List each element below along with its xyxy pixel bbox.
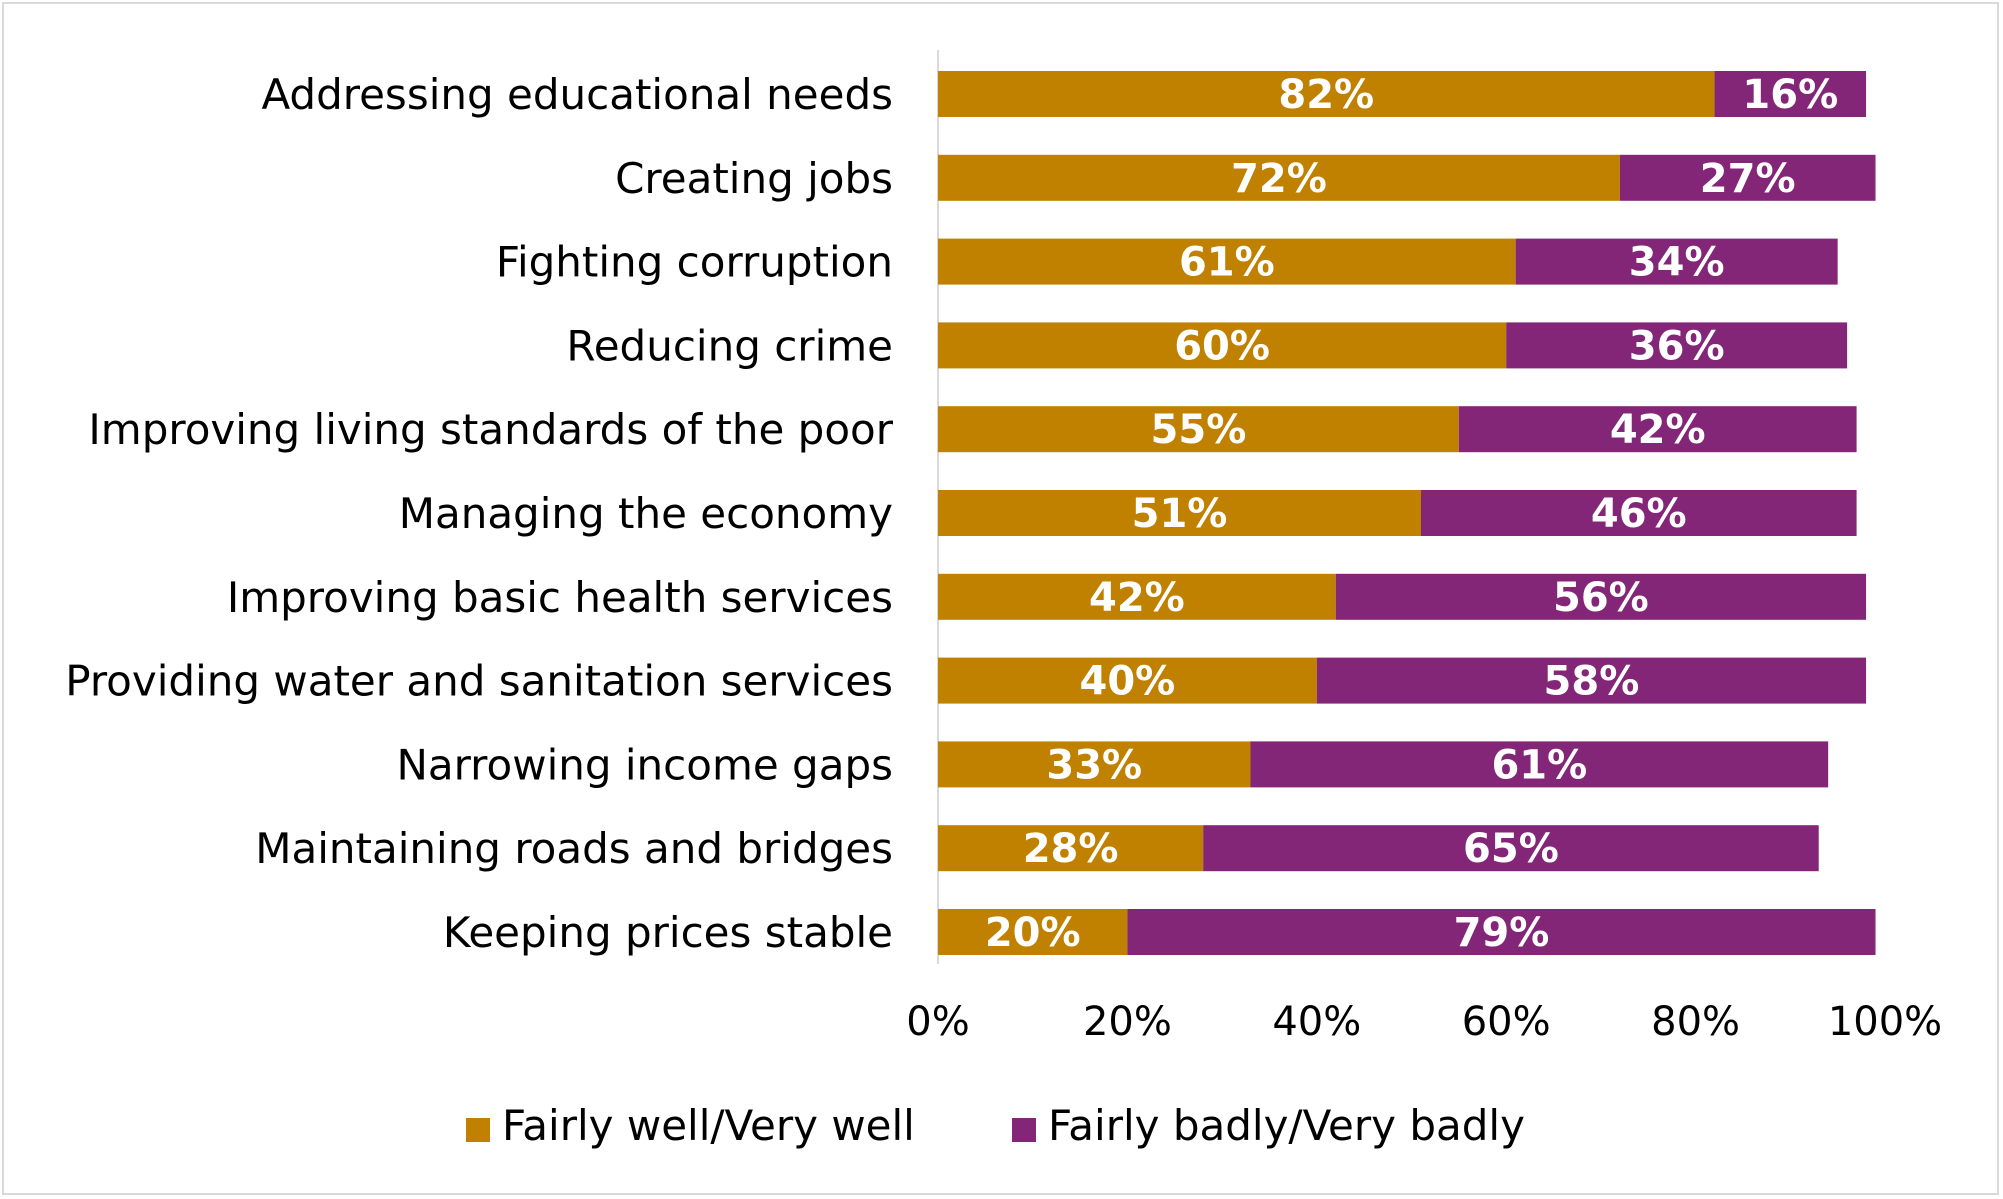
bar-segment-well xyxy=(938,71,1715,117)
bar-segment-badly xyxy=(1714,71,1867,117)
category-label: Managing the economy xyxy=(399,489,893,538)
bar-segment-badly xyxy=(1203,825,1819,872)
data-label: 34% xyxy=(1629,240,1725,286)
category-label: Addressing educational needs xyxy=(261,70,893,119)
bar-segment-badly xyxy=(1335,573,1867,620)
bar-segment-badly xyxy=(1506,322,1848,369)
bar-segment-badly xyxy=(1127,909,1876,955)
data-label: 72% xyxy=(1231,156,1327,202)
bar-segment-well xyxy=(938,573,1336,620)
data-label: 40% xyxy=(1080,659,1176,705)
data-label: 58% xyxy=(1544,659,1640,705)
bar-segment-well xyxy=(938,490,1421,536)
data-label: 42% xyxy=(1089,575,1185,621)
bar-segment-badly xyxy=(1515,238,1838,285)
bar-segment-badly xyxy=(1458,406,1857,453)
data-label: 65% xyxy=(1463,826,1559,872)
x-tick-label: 80% xyxy=(1651,999,1740,1045)
data-label: 60% xyxy=(1174,323,1270,369)
category-label: Reducing crime xyxy=(566,321,893,370)
category-label: Improving basic health services xyxy=(227,573,893,622)
bar-segment-well xyxy=(938,657,1317,704)
category-label: Fighting corruption xyxy=(496,238,893,287)
data-label: 61% xyxy=(1491,742,1587,788)
legend: Fairly well/Very well Fairly badly/Very b… xyxy=(466,1101,1525,1150)
x-tick-label: 40% xyxy=(1272,999,1361,1045)
x-tick-label: 0% xyxy=(906,999,969,1045)
data-label: 61% xyxy=(1179,240,1275,286)
x-tick-label: 20% xyxy=(1083,999,1172,1045)
data-label: 82% xyxy=(1278,72,1374,118)
bar-segment-well xyxy=(938,406,1459,453)
category-label: Narrowing income gaps xyxy=(397,740,894,789)
data-label: 20% xyxy=(985,910,1081,956)
legend-swatch xyxy=(1012,1118,1036,1142)
category-label: Improving living standards of the poor xyxy=(88,405,893,454)
x-tick-label: 60% xyxy=(1462,999,1551,1045)
category-label: Keeping prices stable xyxy=(443,908,893,957)
category-label: Providing water and sanitation services xyxy=(65,657,893,706)
x-axis-ticks: 0% 20% 40% 60% 80% 100% xyxy=(906,999,1942,1045)
data-label: 33% xyxy=(1046,742,1142,788)
data-label: 56% xyxy=(1553,575,1649,621)
data-label: 79% xyxy=(1454,910,1550,956)
category-labels: Addressing educational needs Creating job… xyxy=(65,70,893,957)
bar-segment-badly xyxy=(1250,741,1829,788)
data-label: 27% xyxy=(1700,156,1796,202)
data-label: 28% xyxy=(1023,826,1119,872)
data-label: 42% xyxy=(1610,407,1706,453)
legend-label: Fairly well/Very well xyxy=(502,1101,915,1150)
bar-segment-badly xyxy=(1420,490,1857,536)
bar-segment-badly xyxy=(1619,154,1876,201)
category-label: Maintaining roads and bridges xyxy=(255,824,893,873)
legend-label: Fairly badly/Very badly xyxy=(1048,1101,1525,1150)
bars: 82% 16% 72% 27% 61% 34% 60% 36% 55% 42% 51% 46% 42% 5… xyxy=(938,71,1876,956)
x-tick-label: 100% xyxy=(1828,999,1942,1045)
bar-segment-well xyxy=(938,322,1507,369)
bar-segment-badly xyxy=(1316,657,1867,704)
legend-swatch xyxy=(466,1118,490,1142)
category-label: Creating jobs xyxy=(615,154,893,203)
data-label: 55% xyxy=(1151,407,1247,453)
bar-segment-well xyxy=(938,154,1620,201)
data-label: 46% xyxy=(1591,491,1687,537)
data-label: 16% xyxy=(1742,72,1838,118)
bar-segment-well xyxy=(938,741,1251,788)
data-label: 36% xyxy=(1629,323,1725,369)
bar-segment-well xyxy=(938,825,1204,872)
bar-segment-well xyxy=(938,238,1516,285)
data-label: 51% xyxy=(1132,491,1228,537)
bar-segment-well xyxy=(938,909,1128,955)
